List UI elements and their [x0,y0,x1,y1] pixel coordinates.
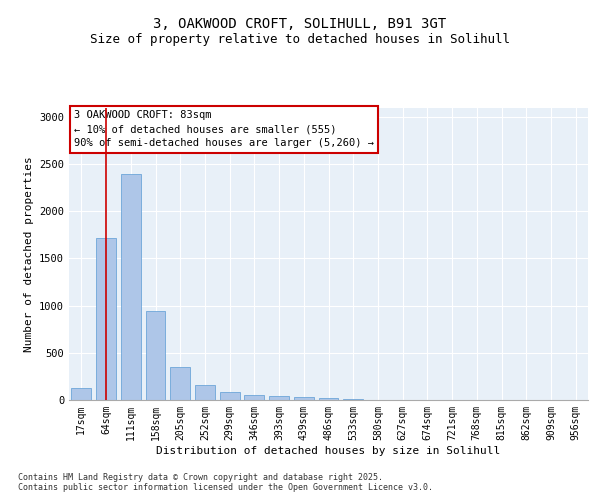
Y-axis label: Number of detached properties: Number of detached properties [23,156,34,352]
Bar [71,388,91,400]
Text: 3, OAKWOOD CROFT, SOLIHULL, B91 3GT: 3, OAKWOOD CROFT, SOLIHULL, B91 3GT [154,18,446,32]
Bar [146,312,166,400]
Bar [319,398,338,400]
Bar [244,395,264,400]
Text: Size of property relative to detached houses in Solihull: Size of property relative to detached ho… [90,32,510,46]
Bar [294,397,314,400]
Text: 3 OAKWOOD CROFT: 83sqm
← 10% of detached houses are smaller (555)
90% of semi-de: 3 OAKWOOD CROFT: 83sqm ← 10% of detached… [74,110,374,148]
Bar [195,385,215,400]
Text: Contains HM Land Registry data © Crown copyright and database right 2025.
Contai: Contains HM Land Registry data © Crown c… [18,473,433,492]
Bar [343,399,363,400]
Bar [96,238,116,400]
Bar [220,392,239,400]
Bar [170,368,190,400]
Bar [121,174,140,400]
X-axis label: Distribution of detached houses by size in Solihull: Distribution of detached houses by size … [157,446,500,456]
Bar [269,396,289,400]
